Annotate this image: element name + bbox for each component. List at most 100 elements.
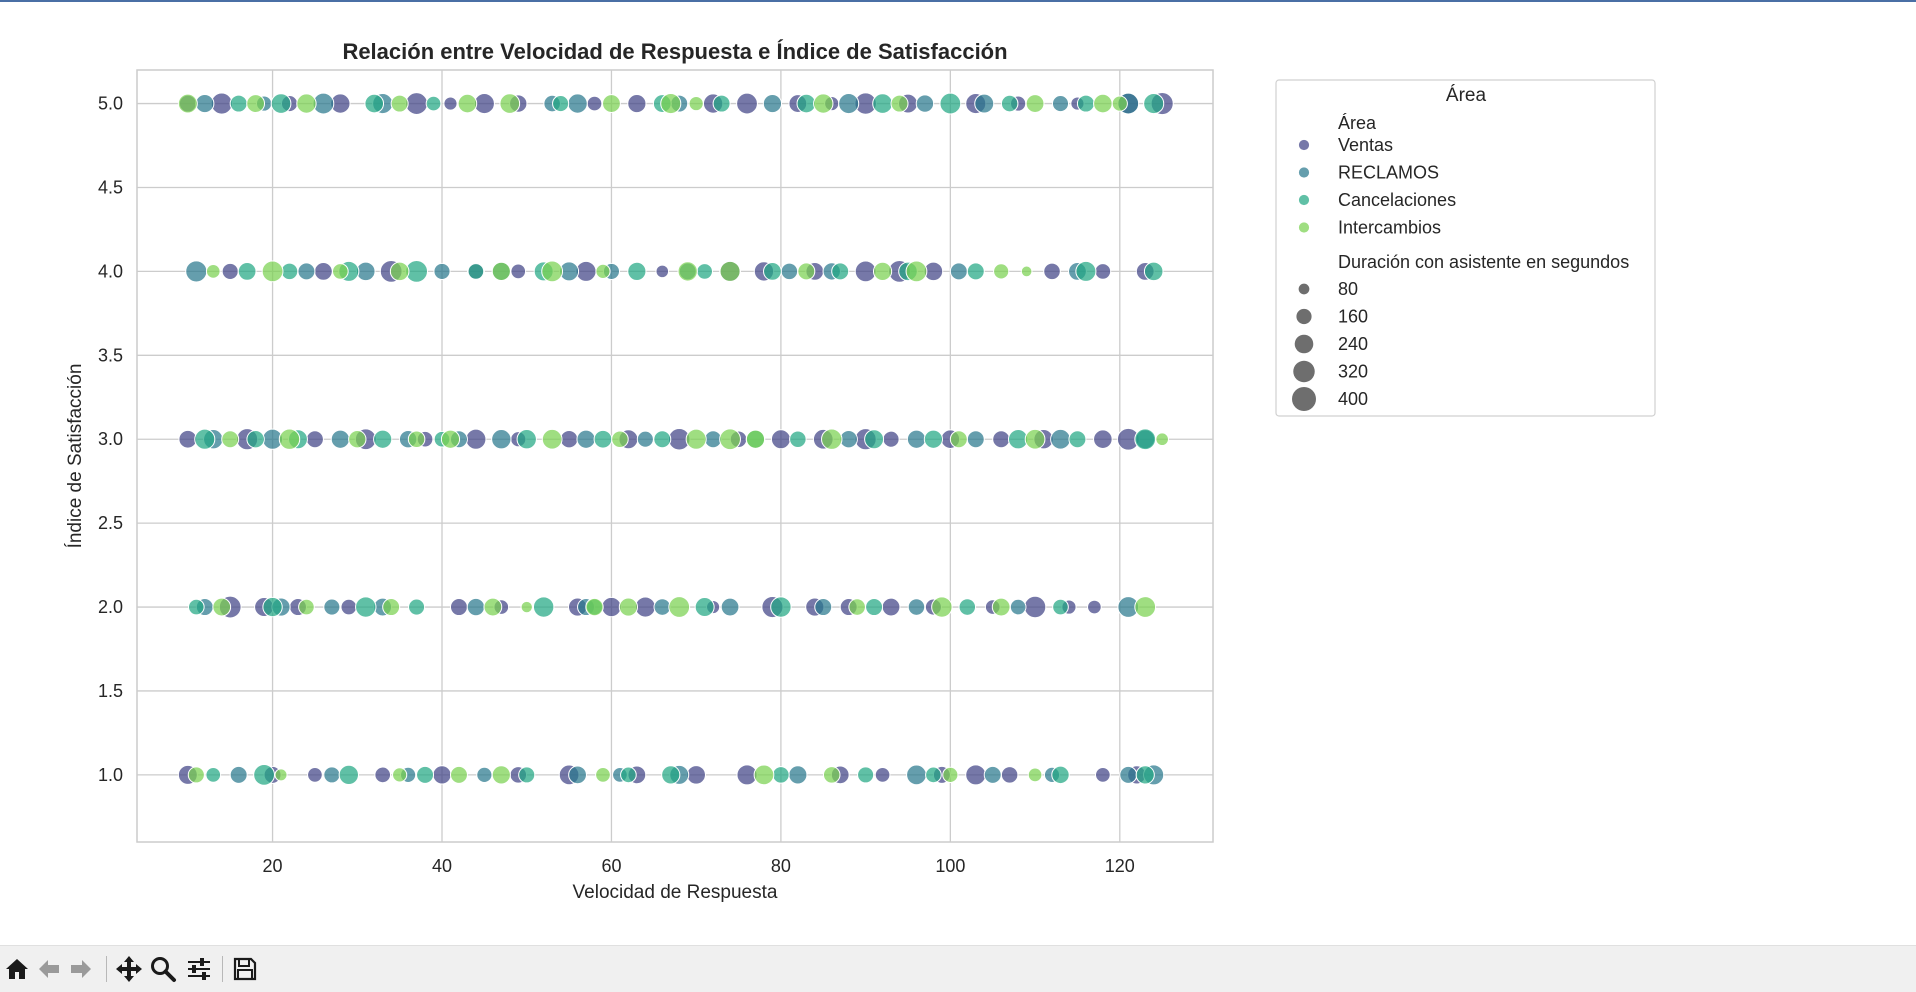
zoom-button[interactable] xyxy=(148,954,178,984)
legend: Área Área Ventas RECLAMOS Cancelaciones Int… xyxy=(1275,79,1656,417)
scatter-point-intercambios xyxy=(348,430,367,449)
scatter-point-cancelaciones xyxy=(229,94,248,113)
scatter-point-ventas xyxy=(221,262,239,280)
scatter-point-ventas xyxy=(1094,263,1112,280)
legend-size-marker xyxy=(1292,387,1316,411)
scatter-point-intercambios xyxy=(491,261,511,281)
legend-size-entries: 80 160 240 320 400 xyxy=(1292,279,1368,411)
plot-area xyxy=(136,69,1214,843)
y-tick-label: 2.5 xyxy=(98,513,123,533)
scatter-point-cancelaciones xyxy=(338,764,359,786)
scatter-point-cancelaciones xyxy=(364,93,385,114)
scatter-point-intercambios xyxy=(822,766,841,784)
scatter-point-intercambios xyxy=(541,260,564,283)
scatter-point-intercambios xyxy=(595,767,611,783)
legend-hue-header: Área xyxy=(1338,113,1377,133)
save-floppy-icon xyxy=(233,957,257,981)
legend-marker-cancelaciones xyxy=(1298,194,1310,206)
scatter-point-reclamos xyxy=(491,429,512,450)
scatter-point-reclamos xyxy=(1119,765,1138,784)
legend-label-ventas: Ventas xyxy=(1338,135,1393,155)
y-tick-label: 3.5 xyxy=(98,345,123,365)
scatter-point-ventas xyxy=(1000,766,1019,784)
scatter-point-reclamos xyxy=(983,765,1002,784)
scatter-point-ventas xyxy=(510,263,527,280)
scatter-point-cancelaciones xyxy=(923,429,944,449)
scatter-point-intercambios xyxy=(813,93,834,114)
scatter-point-cancelaciones xyxy=(966,262,985,281)
scatter-point-reclamos xyxy=(780,262,799,281)
scatter-point-reclamos xyxy=(949,262,968,281)
forward-button[interactable] xyxy=(66,954,96,984)
scatter-point-intercambios xyxy=(905,260,928,283)
scatter-point-reclamos xyxy=(433,262,451,280)
scatter-point-intercambios xyxy=(611,430,629,448)
scatter-point-ventas xyxy=(1043,262,1061,281)
scatter-point-cancelaciones xyxy=(653,430,672,449)
scatter-point-intercambios xyxy=(668,596,691,618)
scatter-point-ventas xyxy=(340,598,358,616)
scatter-point-cancelaciones xyxy=(187,598,205,616)
scatter-point-cancelaciones xyxy=(593,429,613,449)
toolbar-separator xyxy=(106,956,107,982)
scatter-point-cancelaciones xyxy=(425,95,442,112)
scatter-point-cancelaciones xyxy=(1076,94,1095,113)
scatter-point-cancelaciones xyxy=(518,766,536,784)
scatter-point-intercambios xyxy=(296,93,317,114)
scatter-point-cancelaciones xyxy=(620,766,637,784)
scatter-point-cancelaciones xyxy=(1051,765,1070,785)
configure-button[interactable] xyxy=(184,954,214,984)
scatter-point-ventas xyxy=(405,92,428,115)
save-button[interactable] xyxy=(230,954,260,984)
scatter-point-reclamos xyxy=(229,765,248,784)
scatter-point-intercambios xyxy=(221,430,240,449)
legend-size-label: 160 xyxy=(1338,307,1368,327)
scatter-point-reclamos xyxy=(974,93,995,114)
scatter-point-reclamos xyxy=(704,430,723,449)
scatter-point-cancelaciones xyxy=(925,766,942,784)
scatter-point-intercambios xyxy=(1027,767,1043,783)
scatter-point-intercambios xyxy=(457,93,478,114)
scatter-point-intercambios xyxy=(595,263,611,279)
back-button[interactable] xyxy=(34,954,64,984)
scatter-point-intercambios xyxy=(753,764,775,786)
scatter-point-ventas xyxy=(965,764,987,786)
scatter-point-cancelaciones xyxy=(872,93,893,114)
scatter-point-intercambios xyxy=(1093,93,1113,114)
scatter-point-ventas xyxy=(465,428,487,450)
scatter-point-ventas xyxy=(313,261,333,281)
scatter-point-cancelaciones xyxy=(1135,765,1155,785)
scatter-point-ventas xyxy=(443,96,458,111)
scatter-point-cancelaciones xyxy=(1143,261,1164,282)
scatter-point-reclamos xyxy=(297,262,316,281)
scatter-point-intercambios xyxy=(392,767,408,783)
scatter-point-intercambios xyxy=(872,261,893,281)
scatter-point-intercambios xyxy=(949,430,968,449)
scatter-point-cancelaciones xyxy=(516,429,537,450)
scatter-point-intercambios xyxy=(407,430,426,448)
scatter-point-intercambios xyxy=(618,597,639,617)
scatter-point-reclamos xyxy=(653,598,672,616)
y-tick-label: 3.0 xyxy=(98,429,123,449)
scatter-point-reclamos xyxy=(788,765,808,785)
scatter-point-ventas xyxy=(449,598,468,617)
scatter-point-intercambios xyxy=(660,93,682,115)
scatter-point-ventas xyxy=(655,264,670,279)
scatter-point-cancelaciones xyxy=(958,598,977,616)
scatter-point-ventas xyxy=(627,93,647,114)
scatter-point-intercambios xyxy=(520,600,533,614)
legend-box xyxy=(1275,79,1656,417)
scatter-point-cancelaciones xyxy=(416,765,435,784)
scatter-point-cancelaciones xyxy=(939,92,962,115)
scatter-point-intercambios xyxy=(602,94,621,113)
scatter-point-cancelaciones xyxy=(194,428,216,450)
scatter-point-intercambios xyxy=(440,429,461,449)
legend-title: Área xyxy=(1446,85,1487,106)
home-button[interactable] xyxy=(2,954,32,984)
pan-button[interactable] xyxy=(114,954,144,984)
scatter-point-reclamos xyxy=(476,766,493,783)
scatter-point-reclamos xyxy=(1050,428,1071,450)
legend-marker-intercambios xyxy=(1298,221,1310,234)
scatter-point-ventas xyxy=(770,429,791,450)
legend-size-label: 240 xyxy=(1338,334,1368,354)
